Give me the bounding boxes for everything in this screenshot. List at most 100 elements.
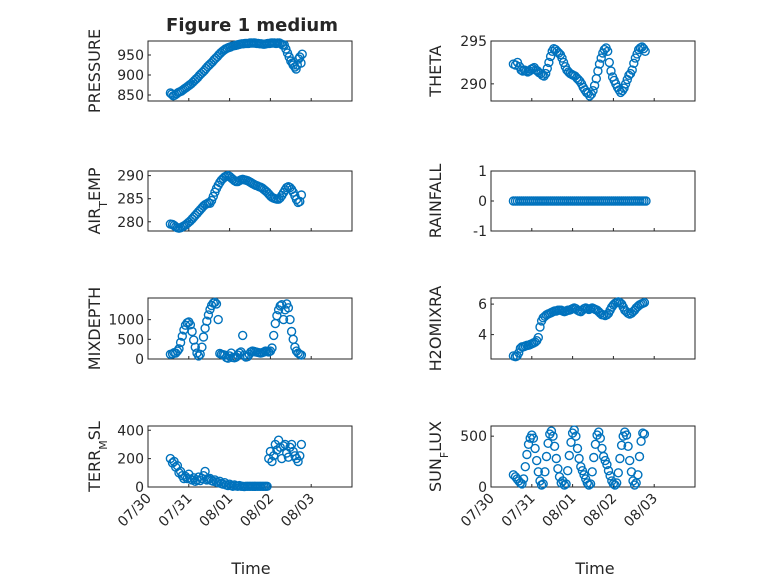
data-point: [549, 441, 560, 451]
data-point: [202, 61, 213, 72]
data-point: [638, 428, 648, 438]
y-tick-label: 285: [117, 192, 144, 208]
data-point: [610, 480, 620, 490]
y-axis-label: AIRTEMP: [85, 167, 110, 234]
subplot-grid: 850 900 950 PRESSURE 290 295 THETA 280 285 290 AIR…: [85, 29, 696, 531]
data-point: [535, 322, 545, 332]
y-tick-label: 290: [117, 169, 144, 185]
data-point: [295, 196, 305, 207]
data-point: [587, 467, 597, 477]
data-point: [532, 455, 542, 466]
x-tick-label: 08/02: [580, 491, 620, 531]
data-point: [206, 195, 217, 206]
data-point: [557, 53, 567, 63]
data-point: [197, 342, 207, 352]
data-point: [619, 83, 629, 93]
y-tick-label: 0: [478, 480, 487, 496]
data-point: [572, 443, 583, 454]
y-tick-label: -1: [473, 224, 487, 240]
subplot-sun-f-lux: 0 500 07/30 07/31 08/01 08/02 08/03 SUNFLUX: [426, 421, 696, 531]
data-point: [639, 429, 650, 439]
data-point: [269, 330, 279, 341]
data-point: [594, 59, 605, 69]
subplot-terr-m-sl: 0 200 400 07/30 07/31 08/01 08/02 08/03 TERRMSL: [85, 421, 353, 531]
y-tick-label: 0: [135, 480, 144, 496]
figure-title: Figure 1 medium: [166, 15, 338, 36]
x-tick-label: 08/03: [278, 491, 318, 531]
data-point: [563, 466, 573, 476]
data-point: [242, 351, 253, 362]
data-point: [185, 320, 196, 330]
data-point: [626, 308, 637, 318]
data-point: [296, 439, 307, 450]
data-point: [629, 58, 639, 68]
data-point: [530, 443, 540, 454]
data-point: [267, 343, 277, 353]
data-point: [517, 479, 527, 489]
data-point: [523, 439, 534, 449]
data-point: [593, 66, 603, 76]
series-markers-pressure: [165, 38, 307, 101]
data-point: [620, 79, 631, 89]
y-tick-label: 900: [117, 68, 144, 84]
y-axis-label: SUNFLUX: [426, 421, 451, 492]
data-point: [539, 71, 549, 81]
y-tick-label: 290: [460, 77, 487, 93]
subplot-rainfall: -1 0 1 RAINFALL: [426, 164, 696, 240]
data-point: [175, 337, 186, 348]
x-tick-label: 07/30: [115, 491, 155, 531]
data-point: [630, 53, 641, 63]
data-point: [542, 63, 552, 74]
data-point: [297, 49, 307, 59]
y-tick-label: 200: [117, 452, 144, 468]
x-tick-label: 08/01: [540, 491, 580, 531]
data-point: [640, 46, 650, 56]
data-point: [296, 58, 306, 68]
data-point: [541, 451, 552, 462]
data-point: [522, 449, 532, 460]
data-point: [564, 450, 574, 461]
data-point: [561, 479, 571, 489]
data-point: [267, 456, 277, 467]
data-point: [641, 196, 651, 206]
series-markers-mixdepth: [165, 297, 307, 363]
data-point: [210, 297, 220, 307]
data-point: [198, 332, 209, 342]
data-point: [551, 453, 561, 464]
data-point: [613, 468, 623, 478]
data-point: [639, 297, 650, 308]
y-tick-label: 6: [478, 297, 487, 313]
data-point: [594, 427, 604, 437]
data-point: [295, 52, 305, 62]
series-markers-air-t-emp: [165, 170, 307, 233]
y-tick-label: 500: [117, 332, 144, 348]
y-tick-label: 1000: [108, 313, 144, 329]
axes-frame: [147, 297, 353, 360]
y-axis-label: THETA: [426, 45, 445, 97]
data-point: [566, 437, 576, 447]
data-point: [571, 431, 581, 441]
data-point: [280, 439, 290, 450]
data-point: [202, 316, 212, 326]
data-point: [510, 60, 521, 70]
data-point: [518, 474, 529, 484]
data-point: [533, 467, 543, 477]
data-point: [603, 46, 613, 56]
data-point: [190, 342, 201, 352]
data-point: [536, 480, 547, 490]
data-point: [172, 346, 183, 356]
subplot-h2omixra: 4 6 H2OMIXRA: [426, 286, 696, 371]
y-tick-label: 850: [117, 88, 144, 104]
data-point: [603, 466, 614, 476]
x-tick-label: 07/31: [499, 491, 539, 531]
data-point: [278, 314, 289, 325]
axes-frame: [147, 40, 353, 102]
data-point: [589, 452, 599, 463]
data-point: [535, 476, 545, 486]
y-tick-label: 0: [478, 194, 487, 210]
data-point: [627, 65, 637, 75]
data-point: [538, 479, 548, 489]
data-point: [295, 451, 305, 461]
data-point: [237, 330, 248, 341]
